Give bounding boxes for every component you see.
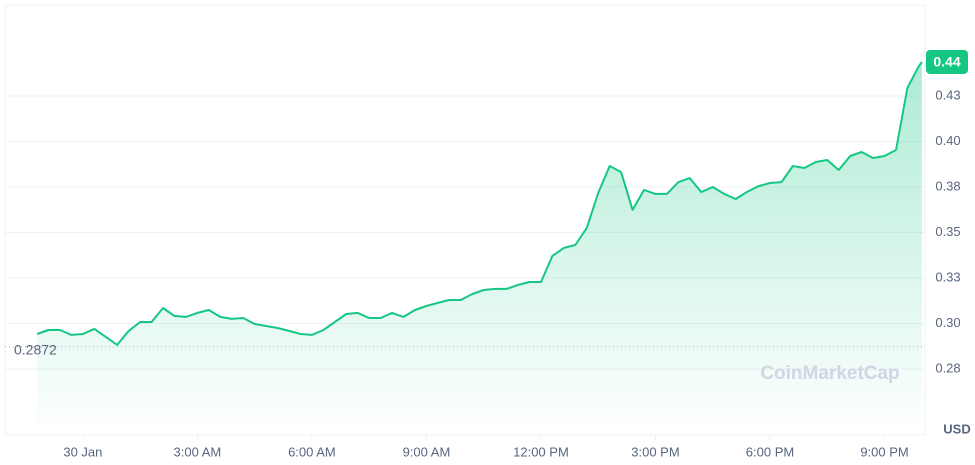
- x-tick-label: 3:00 AM: [174, 444, 222, 459]
- y-tick-label: 0.28: [935, 360, 960, 375]
- current-price-badge: [926, 49, 968, 74]
- x-tick-label: 6:00 PM: [746, 444, 794, 459]
- x-tick-label: 6:00 AM: [288, 444, 336, 459]
- current-price-label: 0.44: [933, 54, 960, 70]
- price-line: [36, 61, 923, 346]
- watermark: CoinMarketCap: [760, 363, 899, 384]
- x-tick-label: 30 Jan: [63, 444, 102, 459]
- reference-label: 0.2872: [14, 341, 57, 357]
- y-tick-label: 0.40: [935, 133, 960, 148]
- x-tick-label: 9:00 PM: [860, 444, 908, 459]
- y-axis-label: USD: [943, 421, 970, 436]
- y-tick-label: 0.38: [935, 178, 960, 193]
- x-tick-label: 12:00 PM: [513, 444, 569, 459]
- y-tick-label: 0.33: [935, 269, 960, 284]
- y-tick-label: 0.43: [935, 87, 960, 102]
- price-area: [37, 62, 922, 435]
- x-tick-label: 3:00 PM: [631, 444, 679, 459]
- x-tick-label: 9:00 AM: [403, 444, 451, 459]
- y-tick-label: 0.30: [935, 315, 960, 330]
- y-tick-label: 0.35: [935, 224, 960, 239]
